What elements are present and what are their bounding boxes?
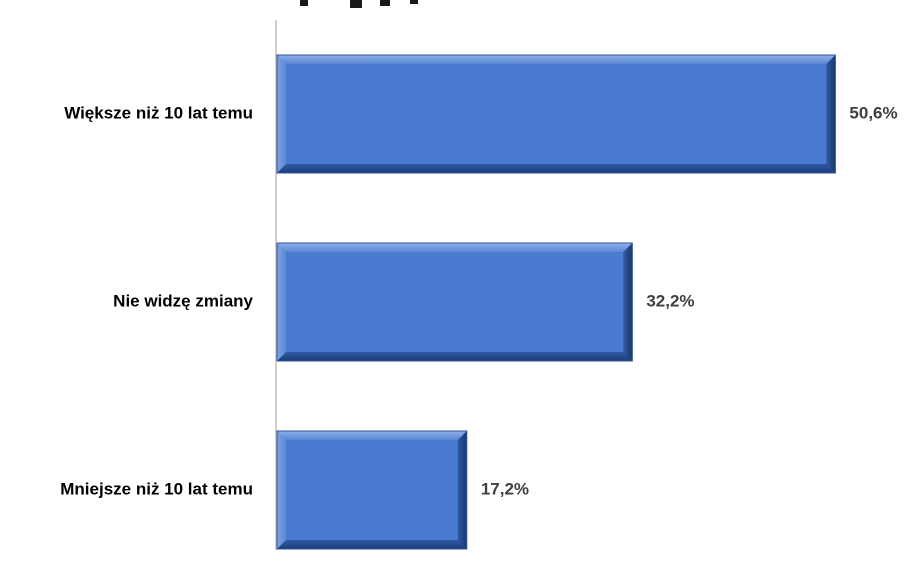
value-label: 50,6% <box>849 103 897 122</box>
bar <box>276 430 468 550</box>
value-label: 17,2% <box>481 479 529 498</box>
bar <box>276 54 836 174</box>
bars-group <box>276 54 836 550</box>
category-label: Mniejsze niż 10 lat temu <box>60 479 253 498</box>
category-labels-group: Większe niż 10 lat temu Nie widzę zmiany M… <box>60 103 253 498</box>
bar <box>276 242 633 362</box>
title-remnant <box>300 0 418 8</box>
value-labels-group: 50,6% 32,2% 17,2% <box>481 103 898 498</box>
value-label: 32,2% <box>646 291 694 310</box>
category-label: Nie widzę zmiany <box>113 291 253 310</box>
category-label: Większe niż 10 lat temu <box>64 103 253 122</box>
